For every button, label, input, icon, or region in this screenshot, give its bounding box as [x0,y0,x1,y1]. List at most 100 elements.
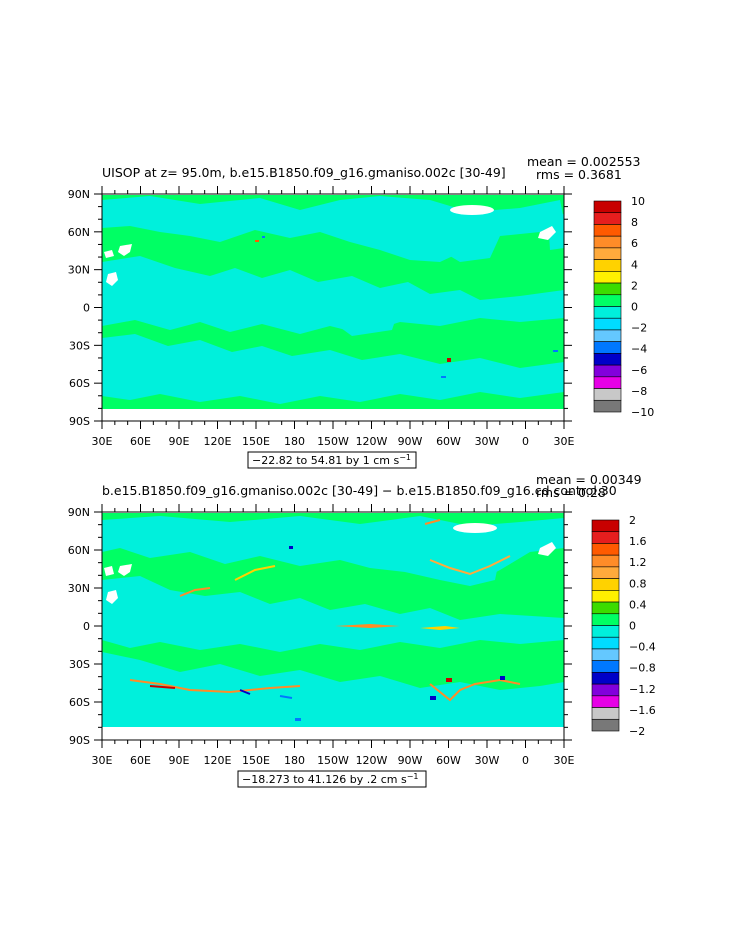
x-tick-label: 150E [242,435,270,448]
colorbar-swatch [591,683,620,697]
colorbar-swatch [591,636,620,650]
colorbar-swatch [591,566,620,579]
colorbar: 2 1.6 1.2 0.8 0.4 0 −0.4 −0.8 −1.2 −1.6 −2 [591,514,656,738]
range-label: −18.273 to 41.126 by .2 cm s−1 [242,772,419,786]
colorbar-label: 1.6 [629,535,647,548]
colorbar-swatch [593,271,622,284]
x-tick-label: 120E [204,754,232,767]
x-tick-label: 0 [522,435,529,448]
range-unit-exponent: −1 [399,453,411,462]
land-masses [102,523,564,740]
x-tick-label: 30E [92,754,113,767]
colorbar-label: −2 [629,725,645,738]
y-tick-label: 90S [69,734,90,747]
panel-bottom: b.e15.B1850.f09_g16.gmaniso.002c [30-49]… [68,472,656,788]
x-tick-label: 150E [242,754,270,767]
colorbar-swatch [591,613,620,626]
stat-mean: mean = 0.00349 [536,472,642,487]
colorbar-swatch [591,718,620,732]
colorbar-swatch [593,247,622,260]
stat-mean: mean = 0.002553 [527,154,641,169]
colorbar-swatch [591,601,620,615]
x-tick-label: 30W [475,754,500,767]
colorbar-label: −0.8 [629,662,656,675]
colorbar-swatch [593,364,622,378]
range-unit-exponent: −1 [407,772,419,781]
colorbar-swatch [593,376,622,389]
colorbar-label: −10 [631,406,654,419]
colorbar-label: 8 [631,216,638,229]
colorbar-swatch [591,625,620,638]
y-tick-label: 30N [68,582,90,595]
x-axis-labels: 30E 60E 90E 120E 150E 180 150W 120W 90W 60W 30W 0 30… [92,754,575,767]
x-tick-label: 30E [554,435,575,448]
colorbar-swatch [593,200,622,214]
x-tick-label: 90W [398,435,423,448]
y-tick-label: 60S [69,377,90,390]
colorbar-swatch [593,353,622,366]
colorbar-label: 0.4 [629,598,647,611]
colorbar-swatch [591,554,620,568]
range-label: −22.82 to 54.81 by 1 cm s−1 [252,453,411,467]
colorbar-swatch [591,648,620,661]
x-tick-label: 150W [317,754,349,767]
panel-top: UISOP at z= 95.0m, b.e15.B1850.f09_g16.g… [68,154,654,469]
x-tick-label: 90E [169,754,190,767]
negative-patches [102,196,564,404]
x-tick-label: 180 [284,435,305,448]
colorbar-label: −8 [631,385,647,398]
colorbar-label: −4 [631,343,647,356]
colorbar-swatch [593,399,622,413]
colorbar-label: −2 [631,322,647,335]
x-tick-label: 30E [92,435,113,448]
y-axis-labels: 90N 60N 30N 0 30S 60S 90S [68,506,90,747]
colorbar-swatch [591,531,620,544]
colorbar-swatch [593,317,622,331]
colorbar-label: 6 [631,237,638,250]
map-field [102,194,564,421]
colorbar-swatch [591,578,620,591]
panel-title: b.e15.B1850.f09_g16.gmaniso.002c [30-49]… [102,483,617,498]
x-axis-labels: 30E 60E 90E 120E 150E 180 150W 120W 90W 60W 30W 0 30… [92,435,575,448]
colorbar-swatch [593,212,622,225]
colorbar-label: 0 [631,301,638,314]
land-masses [102,205,564,421]
x-tick-label: 30E [554,754,575,767]
colorbar-swatch [591,672,620,685]
strong-anomaly-dots [255,236,558,378]
stat-rms: rms = 0.28 [536,485,606,500]
y-tick-label: 90S [69,415,90,428]
colorbar-label: −6 [631,364,647,377]
y-tick-label: 30S [69,658,90,671]
x-tick-label: 120W [356,754,388,767]
x-tick-label: 30W [475,435,500,448]
colorbar-swatch [591,590,620,603]
y-tick-label: 30S [69,339,90,352]
colorbar-label: 0.8 [629,577,647,590]
x-tick-label: 60E [130,754,151,767]
colorbar-swatch [593,388,622,401]
y-tick-label: 90N [68,188,90,201]
colorbar-swatch [593,235,622,249]
axis-ticks [94,504,572,748]
x-tick-label: 60W [436,435,461,448]
negative-patches [102,516,564,727]
y-tick-label: 60S [69,696,90,709]
y-tick-label: 60N [68,226,90,239]
x-tick-label: 60E [130,435,151,448]
range-label-box [237,770,427,788]
colorbar-label: 1.2 [629,556,647,569]
colorbar-label: 4 [631,258,638,271]
colorbar-swatch [591,543,620,556]
colorbar-swatch [593,306,622,319]
anomaly-streaks [129,519,521,721]
colorbar-swatch [593,294,622,307]
x-tick-label: 0 [522,754,529,767]
colorbar-swatch [593,282,622,296]
colorbar-swatch [591,519,620,533]
x-tick-label: 180 [284,754,305,767]
x-tick-label: 120E [204,435,232,448]
colorbar-label: −1.2 [629,683,656,696]
colorbar-swatch [593,341,622,354]
colorbar-label: −0.4 [629,641,656,654]
